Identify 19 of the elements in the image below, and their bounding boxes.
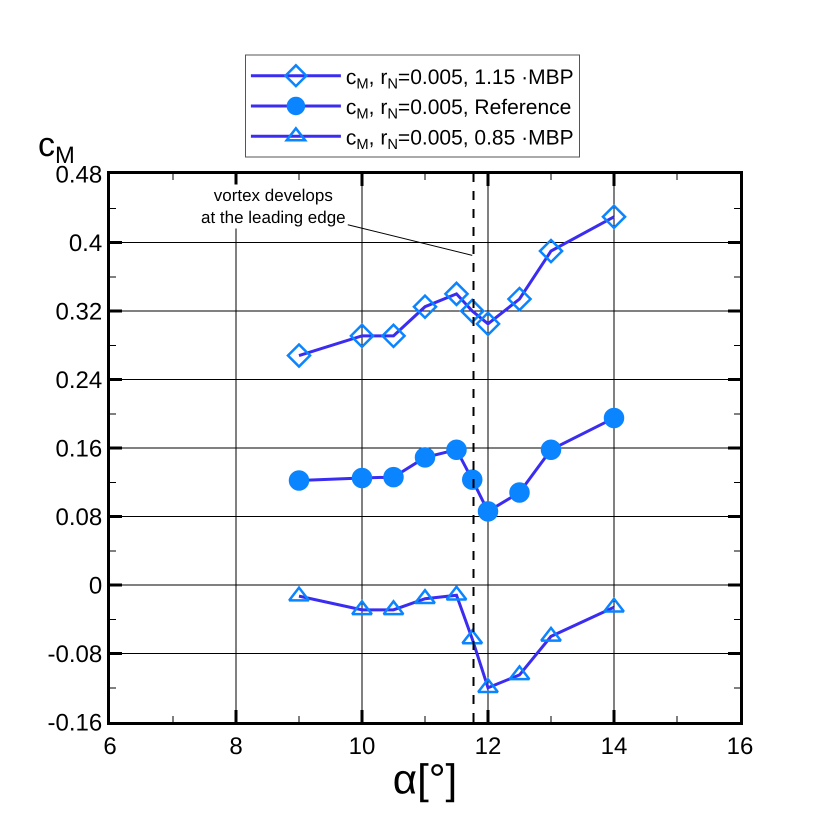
y-tick-label: -0.08 [47,640,102,668]
legend-label: c$_{M}$, r$_{N}$=0.005, 1.15 ·MBP [346,66,574,92]
y-tick-label: 0.08 [55,504,102,531]
y-tick-label: 0.32 [55,298,102,326]
legend-label: c$_{M}$, r$_{N}$=0.005, Reference [346,96,572,123]
x-tick-label: 16 [726,732,754,760]
y-tick-label: 0 [88,572,102,600]
x-tick-label: 10 [348,732,376,760]
y-tick-label: 0.4 [68,230,102,257]
annotation: vortex develops at the leading edge [201,186,346,228]
y-tick-label: 0.16 [55,435,102,462]
x-tick-label: 6 [103,732,117,760]
x-tick-label: 8 [229,732,243,760]
x-axis-title: α[°] [392,756,458,803]
y-tick-label: -0.16 [47,709,102,736]
x-tick-label: 14 [600,732,628,760]
y-tick-label: 0.24 [55,366,102,394]
legend-label: c$_{M}$, r$_{N}$=0.005, 0.85 ·MBP [346,126,574,153]
x-tick-label: 12 [474,732,502,760]
